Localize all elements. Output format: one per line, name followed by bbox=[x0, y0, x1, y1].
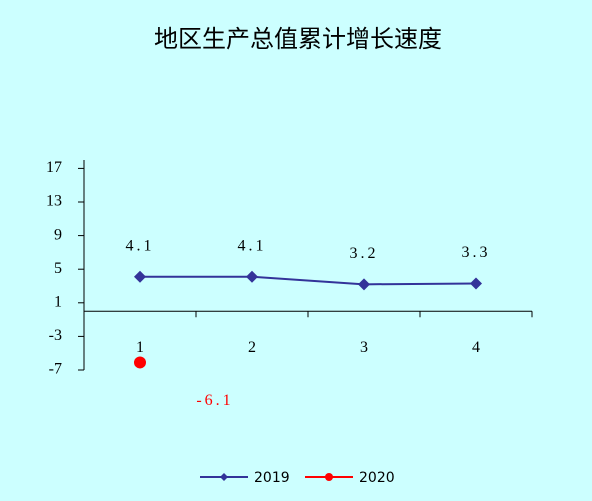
marker bbox=[358, 278, 370, 291]
x-tick-label: 1 bbox=[136, 339, 144, 356]
y-tick-label: 5 bbox=[54, 260, 62, 277]
y-tick-label: -3 bbox=[49, 327, 62, 344]
x-tick-label: 2 bbox=[248, 339, 256, 356]
line bbox=[140, 275, 477, 286]
value-label: 4.1 bbox=[238, 237, 267, 254]
chart-title: 地区生产总值累计增长速度 bbox=[154, 25, 442, 53]
value-label: 4.1 bbox=[126, 237, 155, 254]
x-tick-label: 4 bbox=[472, 339, 480, 356]
legend-marker bbox=[220, 473, 228, 481]
y-tick-label: 17 bbox=[46, 159, 62, 176]
x-tick-label: 3 bbox=[360, 339, 368, 356]
legend-label: 2019 bbox=[254, 470, 290, 486]
value-label: 3.3 bbox=[462, 244, 491, 261]
marker bbox=[134, 356, 146, 369]
y-tick-label: -7 bbox=[49, 361, 62, 378]
marker bbox=[246, 270, 258, 283]
legend-marker bbox=[325, 473, 333, 481]
marker bbox=[470, 277, 482, 290]
y-tick-label: 13 bbox=[46, 193, 62, 210]
value-label: 3.2 bbox=[350, 245, 379, 262]
value-label: -6.1 bbox=[196, 392, 233, 409]
y-tick-label: 1 bbox=[54, 293, 62, 310]
marker bbox=[134, 270, 146, 283]
y-tick-label: 9 bbox=[54, 226, 62, 243]
legend-label: 2020 bbox=[359, 470, 395, 486]
